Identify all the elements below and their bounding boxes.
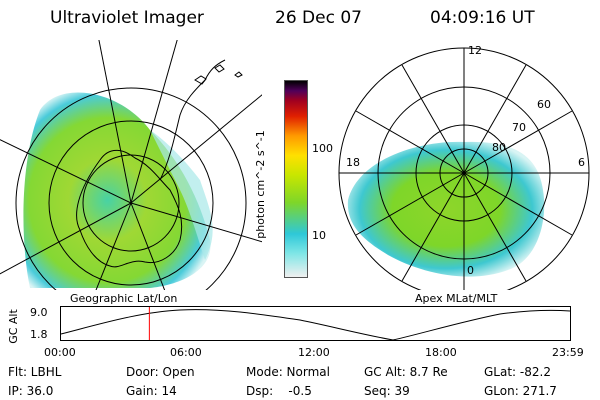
geo-coastline [76,149,183,268]
colorbar-tick-10: 10 [312,229,326,242]
geo-ring-2 [48,120,214,286]
mode-info: Mode: Normal [246,365,330,379]
geo-meridians [0,40,262,290]
mlat-label-70: 70 [512,121,526,134]
mlat-label-80: 80 [492,141,506,154]
geo-aurora-region [23,92,211,288]
alt-tick-high: 9.0 [30,306,48,319]
gain-info: Gain: 14 [126,384,177,398]
instrument-title: Ultraviolet Imager [50,8,204,28]
mlt-label-18: 18 [346,156,360,169]
glon-info: GLon: 271.7 [484,384,557,398]
altitude-plot [60,306,571,341]
date-label: 26 Dec 07 [275,8,362,28]
time-label: 04:09:16 UT [430,8,535,28]
mag-aurora-region [347,141,545,277]
door-info: Door: Open [126,365,195,379]
glat-info: GLat: -82.2 [484,365,551,379]
geo-ring-3 [15,87,247,290]
mlt-label-6: 6 [578,156,585,169]
geo-coastline-peninsula [159,59,226,181]
geo-coastline-islands [194,64,243,85]
geographic-map [0,40,262,290]
time-tick-0600: 06:00 [170,346,202,359]
gc-alt-info: GC Alt: 8.7 Re [364,365,448,379]
filter-info: Flt: LBHL [8,365,62,379]
seq-info: Seq: 39 [364,384,410,398]
colorbar [284,80,308,278]
magnetic-map [338,47,590,290]
time-tick-1800: 18:00 [425,346,457,359]
mlat-label-60: 60 [537,98,551,111]
dsp-info: Dsp: -0.5 [246,384,312,398]
geo-aurora-fringe [150,130,213,260]
apex-label: Apex MLat/MLT [415,292,498,305]
geographic-label: Geographic Lat/Lon [70,292,178,305]
mag-meridians [339,48,589,290]
time-tick-0000: 00:00 [44,346,76,359]
alt-tick-low: 1.8 [30,328,48,341]
gc-alt-axis-label: GC Alt [6,309,20,344]
ip-info: IP: 36.0 [8,384,54,398]
mlt-label-0: 0 [467,264,474,277]
time-tick-2359: 23:59 [552,346,584,359]
time-tick-1200: 12:00 [298,346,330,359]
mlt-label-12: 12 [468,44,482,57]
colorbar-tick-100: 100 [312,142,333,155]
altitude-curve [60,309,571,341]
colorbar-unit-label: photon cm^-2 s^-1 [253,130,267,239]
